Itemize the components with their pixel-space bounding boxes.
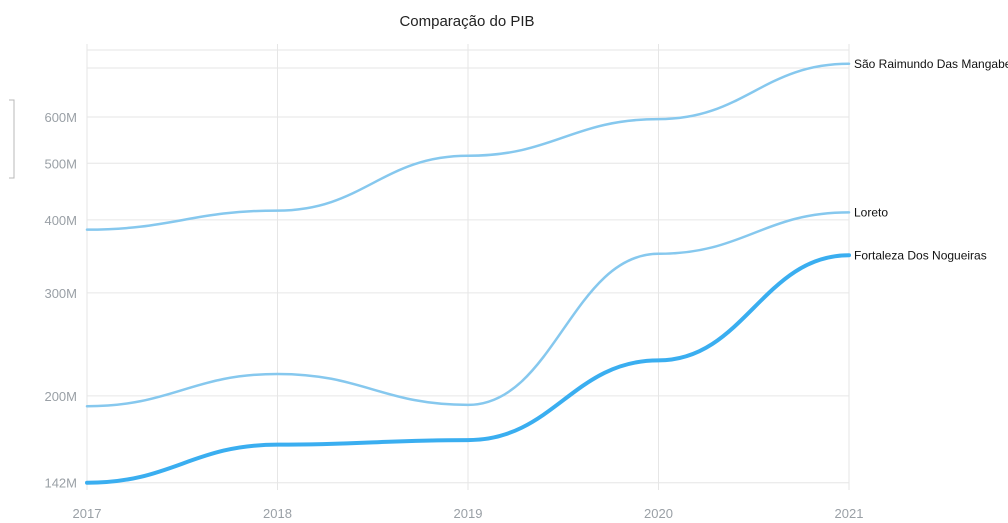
y-tick-label: 500M xyxy=(44,156,77,171)
x-tick-label: 2021 xyxy=(835,506,864,521)
series-end-label: Loreto xyxy=(854,205,888,219)
series-line xyxy=(85,62,851,231)
series-line xyxy=(85,253,851,485)
y-tick-label: 142M xyxy=(44,476,77,491)
series-lines xyxy=(85,62,851,485)
x-tick-label: 2019 xyxy=(454,506,483,521)
x-tick-label: 2020 xyxy=(644,506,673,521)
y-tick-label: 200M xyxy=(44,389,77,404)
grid xyxy=(86,44,850,490)
series-labels: São Raimundo Das Mangabeiras Loreto Fortal… xyxy=(854,57,1008,262)
y-tick-label: 400M xyxy=(44,213,77,228)
x-tick-label: 2018 xyxy=(263,506,292,521)
x-tick-label: 2017 xyxy=(73,506,102,521)
y-tick-label: 300M xyxy=(44,286,77,301)
x-axis-ticks: 2017 2018 2019 2020 2021 xyxy=(73,506,864,521)
y-axis-bracket xyxy=(9,99,15,179)
y-tick-label: 600M xyxy=(44,110,77,125)
series-line xyxy=(85,211,851,408)
chart-title: Comparação do PIB xyxy=(399,13,534,30)
series-end-label: Fortaleza Dos Nogueiras xyxy=(854,248,987,262)
y-axis-ticks: 142M 200M 300M 400M 500M 600M xyxy=(44,110,77,491)
series-end-label: São Raimundo Das Mangabeiras xyxy=(854,57,1008,71)
